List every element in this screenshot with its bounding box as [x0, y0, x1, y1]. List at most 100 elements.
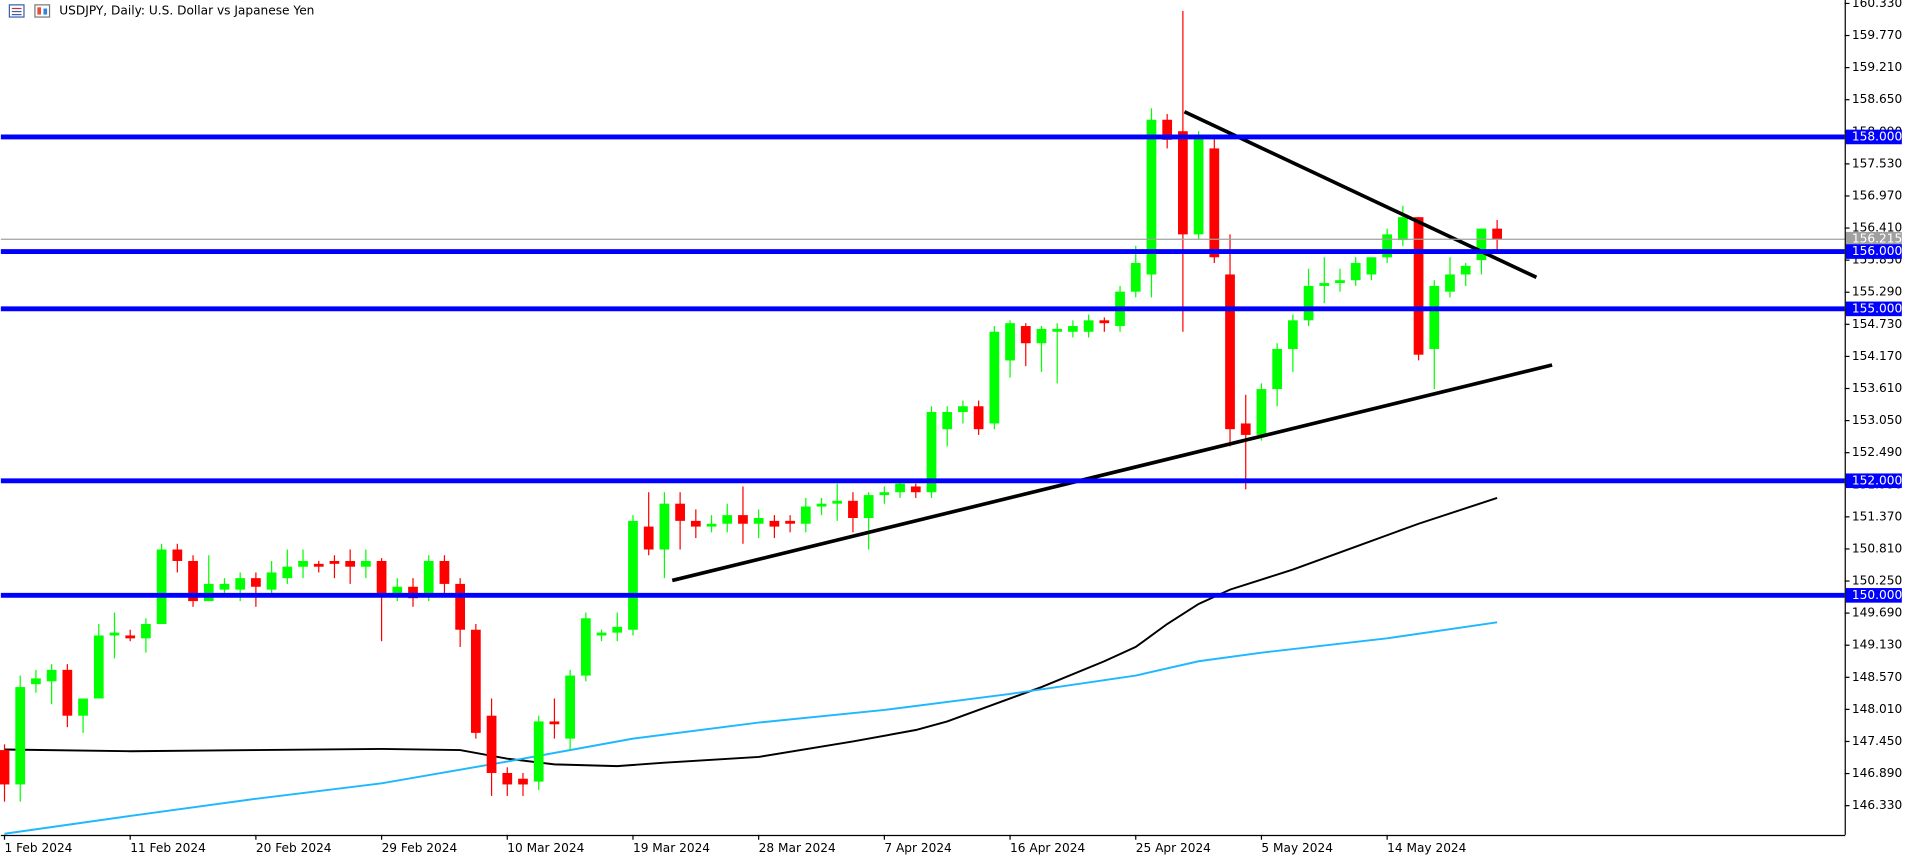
x-tick-label: 10 Mar 2024 — [507, 841, 584, 855]
candle-body — [313, 563, 324, 567]
level-label: 152.000 — [1852, 473, 1902, 487]
x-tick-label: 14 May 2024 — [1387, 841, 1467, 855]
candle-body — [518, 778, 528, 785]
candle-body — [1209, 148, 1220, 258]
y-tick-label: 154.730 — [1852, 317, 1902, 331]
candle-body — [329, 560, 340, 564]
y-tick-label: 154.170 — [1852, 349, 1902, 363]
candle-body — [785, 520, 795, 524]
candle-body — [1366, 257, 1377, 275]
x-tick-label: 25 Apr 2024 — [1136, 841, 1211, 855]
candle-body — [361, 560, 371, 567]
candle-body — [690, 520, 701, 527]
candle-body — [1146, 119, 1157, 275]
candle-body — [78, 698, 88, 716]
candle-body — [1492, 228, 1502, 240]
candle-body — [580, 618, 591, 676]
y-tick-label: 148.570 — [1852, 670, 1902, 684]
candle-body — [235, 578, 246, 590]
y-tick-label: 152.490 — [1852, 445, 1902, 459]
x-tick-label: 28 Mar 2024 — [759, 841, 836, 855]
candle-body — [1193, 136, 1204, 235]
candle-body — [188, 560, 198, 602]
candle-body — [1476, 228, 1487, 261]
candle-body — [376, 560, 387, 596]
candle-body — [800, 506, 811, 524]
x-tick-label: 20 Feb 2024 — [256, 841, 332, 855]
candle-body — [502, 772, 513, 785]
level-box — [1845, 129, 1902, 145]
last-price-box — [1845, 231, 1902, 247]
candle-body — [31, 678, 41, 685]
candle-body — [172, 549, 183, 561]
y-tick-label: 157.530 — [1852, 156, 1902, 170]
candle-layer — [0, 10, 1502, 802]
candle-body — [738, 515, 748, 524]
moving-average — [4, 497, 1498, 768]
candle-body — [863, 495, 874, 519]
chart-icon-bar — [43, 8, 48, 15]
candle-body — [1178, 131, 1188, 235]
candle-body — [659, 503, 670, 550]
candle-body — [565, 675, 575, 739]
y-tick-label: 150.250 — [1852, 574, 1902, 588]
axis-layer: 160.330159.770159.210158.650158.090157.5… — [3, 0, 1902, 855]
y-tick-label: 149.130 — [1852, 638, 1902, 652]
candle-body — [989, 331, 1000, 424]
candle-body — [1005, 323, 1015, 361]
level-box — [1845, 244, 1902, 259]
candle-body — [926, 411, 937, 493]
level-box — [1845, 473, 1902, 489]
candle-body — [408, 586, 418, 599]
candle-body — [612, 626, 623, 633]
candle-body — [1020, 326, 1031, 344]
indicator-layer — [4, 497, 1498, 835]
candle-body — [753, 518, 764, 524]
candle-body — [973, 406, 984, 430]
candle-body — [1036, 328, 1047, 344]
candle-body — [1397, 217, 1408, 241]
candle-body — [1256, 389, 1267, 435]
x-tick-label: 16 Apr 2024 — [1010, 841, 1085, 855]
candle-body — [141, 624, 151, 639]
candle-body — [1335, 280, 1345, 284]
candle-body — [1429, 285, 1440, 349]
candle-body — [643, 526, 654, 550]
y-tick-label: 150.810 — [1852, 541, 1902, 555]
level-box — [1845, 588, 1902, 603]
level-box — [1845, 301, 1902, 317]
y-tick-label: 146.330 — [1852, 798, 1902, 812]
candle-body — [1303, 285, 1314, 321]
candle-body — [942, 411, 953, 430]
level-label: 156.000 — [1852, 244, 1902, 258]
candle-body — [423, 560, 434, 596]
level-label: 150.000 — [1852, 588, 1902, 602]
symbol-icons — [8, 4, 51, 18]
candle-body — [15, 687, 26, 785]
x-tick-label: 19 Mar 2024 — [633, 841, 710, 855]
y-tick-label: 160.330 — [1852, 0, 1902, 10]
y-tick-label: 153.050 — [1852, 413, 1902, 427]
candle-body — [298, 560, 308, 567]
y-tick-label: 158.650 — [1852, 92, 1902, 106]
y-tick-label: 151.370 — [1852, 509, 1902, 523]
candle-body — [832, 500, 843, 504]
candle-body — [1083, 320, 1094, 332]
candle-body — [722, 515, 733, 524]
y-tick-label: 156.970 — [1852, 188, 1902, 202]
chart-icon-bar — [37, 7, 42, 15]
candle-body — [46, 669, 57, 682]
candle-body — [1288, 320, 1298, 349]
candle-body — [1319, 283, 1330, 286]
y-tick-label: 149.690 — [1852, 606, 1902, 620]
chart-icon — [34, 4, 51, 18]
last-price-label: 156.215 — [1852, 232, 1902, 246]
y-tick-label: 146.890 — [1852, 766, 1902, 780]
candle-body — [109, 632, 120, 636]
chart-title: USDJPY, Daily: U.S. Dollar vs Japanese Y… — [59, 3, 314, 17]
candle-body — [1382, 234, 1393, 258]
x-tick-label: 11 Feb 2024 — [130, 841, 206, 855]
candle-body — [251, 578, 261, 587]
candle-body — [958, 406, 968, 412]
